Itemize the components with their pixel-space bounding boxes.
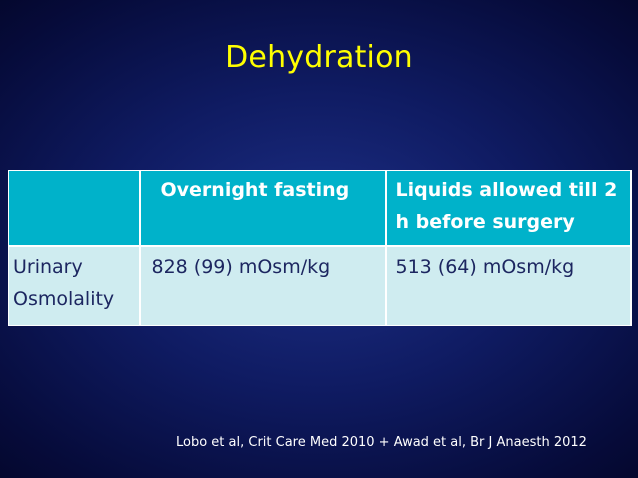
table-row: Urinary Osmolality 828 (99) mOsm/kg 513 … xyxy=(8,245,632,326)
cell-liquids-allowed: 513 (64) mOsm/kg xyxy=(385,245,632,326)
citation: Lobo et al, Crit Care Med 2010 + Awad et… xyxy=(176,435,587,450)
comparison-table: Overnight fasting Liquids allowed till 2… xyxy=(8,170,632,326)
header-cell-parameter xyxy=(8,170,141,247)
header-cell-overnight-fasting: Overnight fasting xyxy=(139,170,387,247)
cell-parameter: Urinary Osmolality xyxy=(8,245,141,326)
slide-title: Dehydration xyxy=(225,40,413,75)
header-cell-liquids-allowed: Liquids allowed till 2 h before surgery xyxy=(385,170,632,247)
cell-overnight-fasting: 828 (99) mOsm/kg xyxy=(139,245,387,326)
table-header-row: Overnight fasting Liquids allowed till 2… xyxy=(8,170,632,247)
